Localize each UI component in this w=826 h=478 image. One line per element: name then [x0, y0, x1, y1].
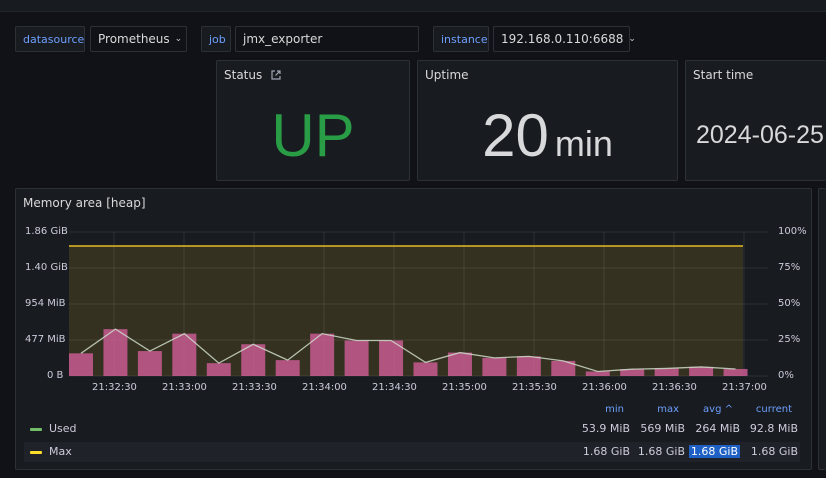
variable-label-instance: instance	[433, 26, 489, 52]
memory-panel-title: Memory area [heap]	[23, 196, 146, 210]
used-bar	[103, 329, 128, 376]
legend-value-current: 1.68 GiB	[750, 445, 798, 458]
x-tick: 21:36:00	[582, 382, 627, 393]
y-left-tick: 954 MiB	[25, 298, 66, 309]
selected-text: 1.68 GiB	[688, 445, 740, 458]
x-tick: 21:36:30	[652, 382, 697, 393]
uptime-panel[interactable]: Uptime 20 min	[417, 60, 678, 181]
datasource-value: Prometheus	[98, 32, 170, 46]
used-bar	[241, 344, 266, 376]
job-input[interactable]: jmx_exporter	[235, 26, 419, 52]
legend-header-min[interactable]: min	[605, 404, 624, 415]
used-bar	[310, 333, 335, 376]
start-time-value: 2024-06-25	[696, 121, 824, 149]
legend-header: min max avg ^ current	[24, 404, 800, 418]
legend-name: Used	[49, 422, 77, 435]
x-tick: 21:35:00	[442, 382, 487, 393]
x-tick: 21:37:00	[722, 382, 767, 393]
status-title-text: Status	[224, 68, 263, 82]
x-tick: 21:35:30	[512, 382, 557, 393]
y-right-tick: 50%	[778, 298, 801, 309]
legend-value-current: 92.8 MiB	[749, 422, 798, 435]
used-series-line	[80, 328, 736, 373]
memory-chart[interactable]	[16, 189, 813, 471]
x-tick: 21:33:30	[232, 382, 277, 393]
instance-value: 192.168.0.110:6688	[501, 32, 624, 46]
y-right-tick: 0%	[778, 370, 794, 381]
legend-value-avg: 264 MiB	[695, 422, 740, 435]
legend-value-max: 1.68 GiB	[637, 445, 685, 458]
status-value: UP	[271, 102, 355, 169]
uptime-panel-title: Uptime	[425, 68, 469, 82]
chevron-down-icon: ⌄	[628, 34, 636, 44]
start-time-panel[interactable]: Start time 2024-06-25	[685, 60, 826, 181]
chevron-down-icon: ⌄	[174, 34, 183, 44]
y-left-tick: 477 MiB	[25, 334, 66, 345]
legend-header-current[interactable]: current	[755, 404, 792, 415]
used-bar	[723, 368, 748, 376]
used-bar	[620, 369, 645, 376]
used-bar	[413, 362, 438, 376]
x-tick: 21:32:30	[92, 382, 137, 393]
legend-value-max: 569 MiB	[640, 422, 685, 435]
used-bar	[482, 357, 507, 376]
used-bar	[447, 352, 472, 376]
adjacent-panel-edge	[818, 188, 826, 470]
start-time-panel-title: Start time	[693, 68, 754, 82]
legend-swatch	[30, 451, 42, 454]
status-panel-title: Status	[224, 68, 282, 82]
used-bar	[551, 360, 576, 376]
datasource-select[interactable]: Prometheus ⌄	[90, 26, 187, 52]
legend-value-min: 53.9 MiB	[581, 422, 630, 435]
legend-name: Max	[49, 445, 72, 458]
used-bar	[137, 351, 162, 376]
y-left-tick: 0 B	[47, 370, 64, 381]
legend-value-avg: 1.68 GiB	[680, 445, 740, 458]
y-right-tick: 25%	[778, 334, 801, 345]
used-bar	[69, 353, 93, 376]
used-bar	[344, 340, 369, 376]
legend-row-max[interactable]: Max 1.68 GiB 1.68 GiB 1.68 GiB 1.68 GiB	[24, 442, 800, 462]
legend-header-avg[interactable]: avg ^	[703, 404, 733, 415]
memory-heap-panel[interactable]: Memory area [heap] 1.86 GiB 1.40 GiB 954…	[15, 188, 812, 470]
uptime-unit: min	[554, 123, 613, 164]
y-left-tick: 1.40 GiB	[25, 262, 68, 273]
x-tick: 21:34:00	[302, 382, 347, 393]
used-bar	[379, 340, 404, 376]
uptime-number: 20	[482, 102, 549, 169]
used-bar	[654, 368, 679, 376]
uptime-value: 20 min	[418, 101, 677, 170]
used-bar	[206, 363, 231, 376]
variable-label-datasource: datasource	[15, 26, 85, 52]
x-tick: 21:34:30	[372, 382, 417, 393]
y-right-tick: 100%	[778, 226, 807, 237]
legend-swatch	[30, 428, 42, 431]
legend-row-used[interactable]: Used 53.9 MiB 569 MiB 264 MiB 92.8 MiB	[24, 419, 800, 439]
y-right-tick: 75%	[778, 262, 801, 273]
x-tick: 21:33:00	[162, 382, 207, 393]
used-bar	[585, 371, 610, 376]
used-bar	[516, 356, 541, 376]
max-area-fill	[69, 245, 743, 376]
variable-label-job: job	[201, 26, 231, 52]
status-panel[interactable]: Status UP	[216, 60, 410, 181]
external-link-icon[interactable]	[270, 69, 282, 81]
used-bar	[275, 360, 300, 376]
instance-select[interactable]: 192.168.0.110:6688 ⌄	[493, 26, 636, 52]
legend-value-min: 1.68 GiB	[582, 445, 630, 458]
top-toolbar-strip	[0, 0, 826, 12]
legend-header-max[interactable]: max	[657, 404, 679, 415]
used-bar	[689, 366, 714, 376]
y-left-tick: 1.86 GiB	[25, 226, 68, 237]
